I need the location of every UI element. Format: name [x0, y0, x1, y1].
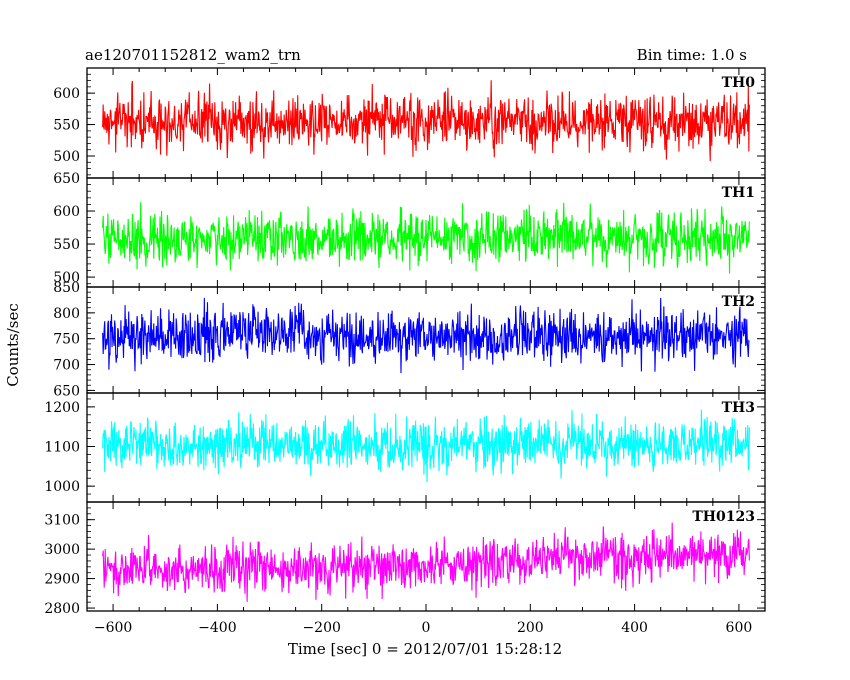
panel-label-th2: TH2 [722, 294, 755, 310]
panel-label-th0123: TH0123 [692, 509, 755, 525]
panel-label-th3: TH3 [722, 400, 755, 416]
y-tick-label: 3000 [44, 542, 80, 558]
panel-th0123: 2800 2900 3000 3100 TH0123 [44, 501, 766, 617]
panels-group: 500 550 600 TH0 500 550 600 650 TH1 650 700 750 800 8… [44, 67, 766, 617]
x-tick-label: 0 [422, 620, 431, 636]
y-tick-label: 550 [53, 237, 80, 253]
bin-time-label: Bin time: 1.0 s [637, 46, 747, 64]
x-tick-label: 400 [621, 620, 648, 636]
y-tick-label: 500 [53, 149, 80, 165]
x-axis: −600 −400 −200 0 200 400 600 [94, 620, 752, 636]
y-tick-label: 650 [53, 171, 80, 187]
panel-th3: 1000 1100 1200 TH3 [44, 392, 766, 503]
y-tick-label: 600 [53, 86, 80, 102]
y-tick-label: 2800 [44, 601, 80, 617]
panel-th0: 500 550 600 TH0 [53, 67, 766, 179]
y-tick-label: 800 [53, 306, 80, 322]
y-axis-label: Counts/sec [4, 303, 22, 387]
y-tick-label: 650 [53, 383, 80, 399]
series-th0123 [102, 522, 750, 602]
x-tick-label: −200 [302, 620, 340, 636]
x-tick-label: 200 [517, 620, 544, 636]
x-tick-label: −400 [198, 620, 236, 636]
y-tick-label: 750 [53, 332, 80, 348]
y-tick-label: 1200 [44, 400, 80, 416]
y-tick-label: 1100 [44, 440, 80, 456]
panel-th1: 500 550 600 650 TH1 [53, 171, 766, 288]
panel-th2: 650 700 750 800 850 TH2 [53, 280, 766, 399]
y-tick-label: 850 [53, 280, 80, 296]
panel-label-th0: TH0 [722, 75, 756, 91]
y-tick-label: 1000 [44, 479, 80, 495]
y-tick-label: 700 [53, 358, 80, 374]
x-tick-label: 600 [726, 620, 753, 636]
series-th2 [102, 297, 750, 374]
series-th0 [102, 80, 750, 162]
y-tick-label: 3100 [44, 513, 80, 529]
x-tick-label: −600 [94, 620, 132, 636]
x-axis-label: Time [sec] 0 = 2012/07/01 15:28:12 [288, 640, 562, 658]
y-tick-label: 2900 [44, 572, 80, 588]
series-th3 [102, 409, 750, 483]
y-tick-label: 600 [53, 204, 80, 220]
y-tick-label: 500 [53, 270, 80, 286]
chart-title: ae120701152812_wam2_trn [85, 46, 301, 64]
series-th1 [102, 202, 750, 274]
panel-label-th1: TH1 [722, 185, 755, 201]
y-tick-label: 550 [53, 118, 80, 134]
